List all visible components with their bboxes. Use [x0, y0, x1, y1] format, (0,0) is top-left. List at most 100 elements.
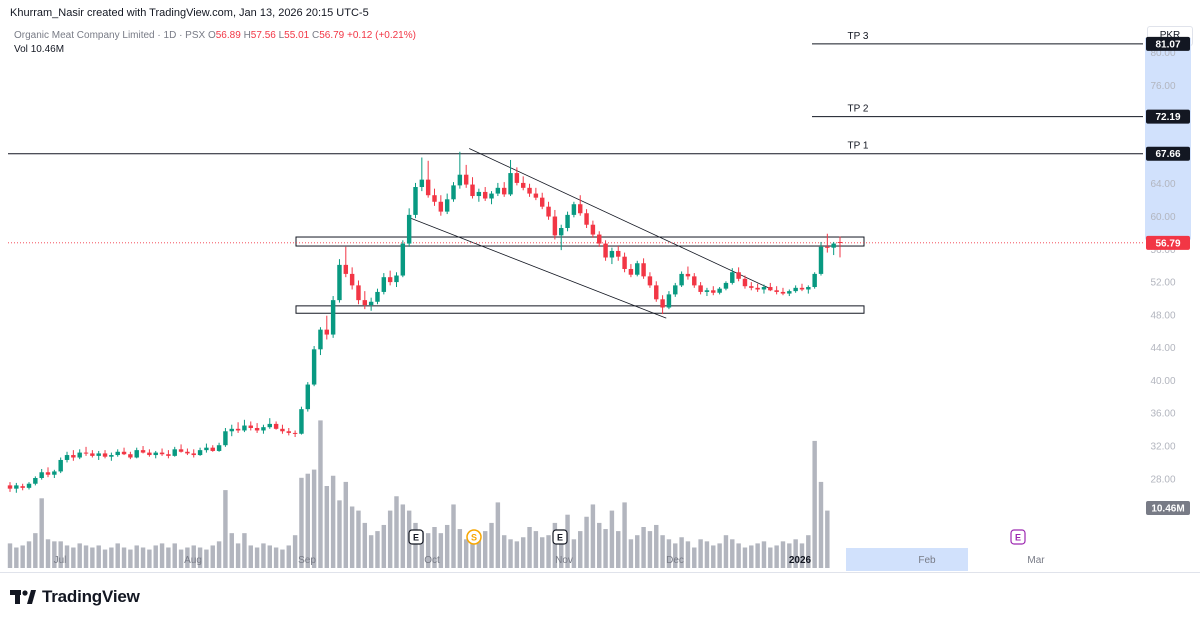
candle-body — [210, 447, 215, 451]
volume-bar — [109, 547, 114, 568]
candle-body — [704, 290, 710, 292]
low-value: 55.01 — [284, 30, 310, 41]
volume-bar — [451, 504, 456, 568]
candle-body — [774, 290, 779, 292]
volume-bar — [825, 510, 830, 568]
volume-bar — [356, 510, 361, 568]
volume-badge — [1146, 501, 1190, 515]
volume-bar — [501, 535, 507, 568]
volume-bar — [267, 545, 272, 568]
candle-body — [628, 268, 634, 275]
candle-body — [77, 452, 82, 458]
candle-body — [533, 193, 539, 198]
candle-body — [153, 452, 158, 456]
candle-body — [406, 214, 412, 244]
candle-body — [666, 294, 672, 308]
candle-body — [267, 423, 272, 428]
event-marker-label: S — [471, 533, 477, 543]
price-chart[interactable]: 24.0028.0032.0036.0040.0044.0048.0052.00… — [0, 20, 1200, 572]
volume-bar — [83, 545, 89, 568]
volume-bar — [254, 547, 260, 568]
volume-bar — [787, 543, 792, 568]
dividend-event-marker — [466, 529, 482, 545]
volume-bar — [172, 543, 177, 568]
volume-bar — [692, 547, 697, 568]
volume-bar — [77, 543, 82, 568]
high-value: 57.56 — [250, 30, 276, 41]
candle-body — [463, 174, 469, 185]
candle-body — [166, 454, 171, 456]
candle-body — [546, 206, 551, 217]
volume-bar — [476, 537, 482, 568]
volume-bar — [318, 420, 323, 568]
candle-body — [273, 423, 279, 429]
candle-body — [96, 453, 101, 456]
candle-body — [723, 282, 729, 289]
candle-body — [419, 179, 425, 188]
open-value: 56.89 — [215, 30, 241, 41]
candle-body — [248, 425, 253, 428]
volume-bar — [806, 535, 811, 568]
volume-bar — [793, 539, 798, 568]
candle-body — [622, 256, 627, 269]
volume-bar — [299, 477, 304, 568]
volume-bar — [20, 545, 25, 568]
symbol-name[interactable]: Organic Meat Company Limited · 1D · PSX — [14, 30, 206, 41]
candle-body — [432, 195, 437, 202]
volume-label: Vol — [14, 44, 28, 55]
volume-bar — [166, 547, 171, 568]
tradingview-logo-icon — [10, 590, 36, 604]
target-price-badge — [1146, 36, 1190, 51]
earnings-event-marker — [1010, 529, 1026, 545]
candle-body — [799, 287, 805, 290]
candle-body — [749, 286, 754, 288]
candle-body — [559, 228, 564, 236]
volume-legend: Vol 10.46M — [14, 44, 64, 55]
volume-bar — [197, 547, 203, 568]
price-axis-highlight — [1145, 37, 1191, 240]
candle-body — [387, 277, 393, 283]
target-price-label: 67.66 — [1155, 149, 1180, 160]
current-price-badge — [1146, 235, 1190, 250]
candle-body — [825, 246, 830, 248]
volume-bar — [470, 541, 475, 568]
candle-body — [261, 427, 266, 431]
candle-body — [787, 291, 792, 294]
volume-bar — [39, 498, 44, 568]
volume-bar — [571, 539, 577, 568]
low-label: L — [278, 30, 285, 41]
y-tick-label: 48.00 — [1150, 310, 1175, 321]
candle-body — [641, 263, 646, 277]
candle-body — [178, 449, 184, 452]
candle-body — [654, 285, 659, 300]
candle-body — [552, 216, 558, 236]
candle-body — [33, 478, 38, 484]
candle-body — [812, 273, 817, 288]
candle-body — [711, 290, 716, 293]
support-zone — [295, 305, 865, 314]
target-price-label: 72.19 — [1155, 112, 1180, 123]
volume-bar — [742, 547, 748, 568]
volume-bar — [381, 524, 387, 568]
candle-body — [83, 452, 89, 454]
volume-bar — [115, 543, 120, 568]
y-tick-label: 76.00 — [1150, 81, 1175, 92]
volume-bar — [635, 535, 640, 568]
volume-bar — [704, 541, 710, 568]
candle-body — [539, 197, 545, 207]
volume-bar — [552, 522, 558, 568]
candle-body — [597, 234, 602, 244]
candle-body — [730, 272, 735, 283]
x-tick-label: Oct — [424, 555, 440, 566]
candle-body — [818, 246, 824, 274]
volume-bar — [178, 549, 184, 568]
high-label: H — [243, 30, 251, 41]
volume-bar — [216, 541, 222, 568]
volume-bar — [559, 533, 564, 568]
volume-bar — [96, 545, 101, 568]
candle-body — [7, 485, 13, 489]
volume-bar — [362, 522, 368, 568]
volume-bar — [229, 533, 234, 568]
volume-bar — [768, 547, 773, 568]
candle-body — [52, 471, 57, 475]
